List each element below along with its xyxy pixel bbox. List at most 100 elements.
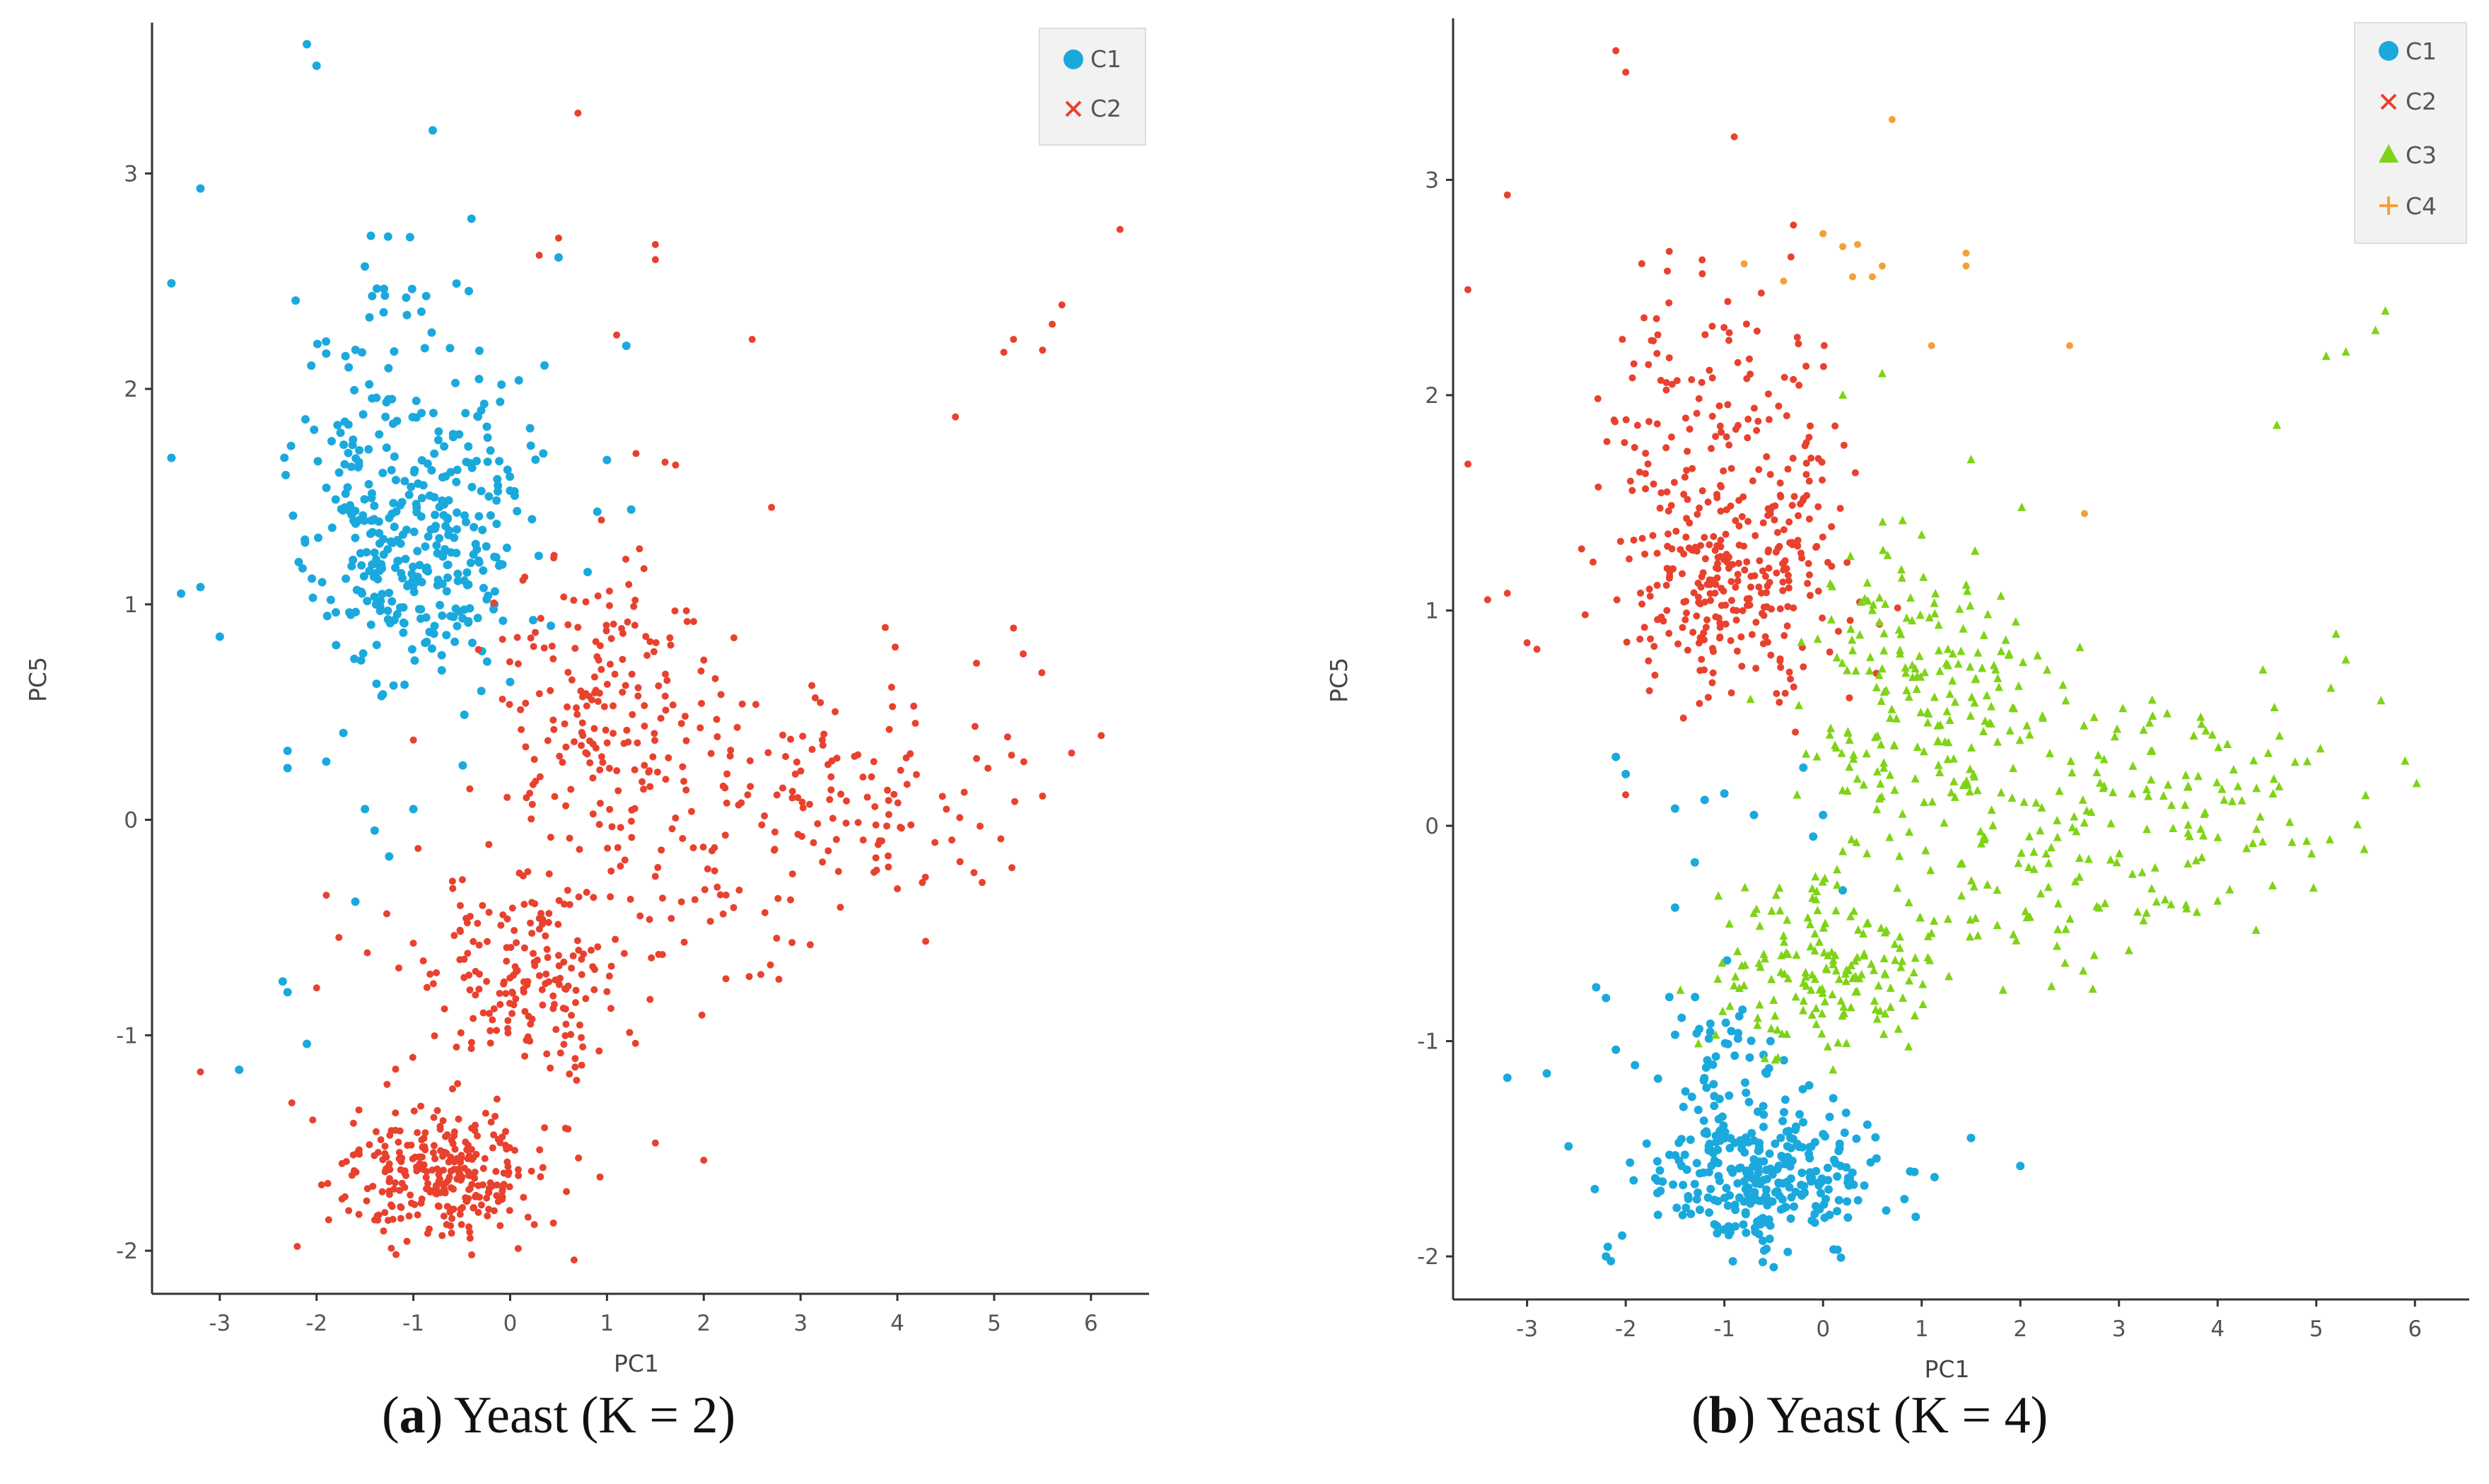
point-c1 (372, 284, 381, 293)
y-tick-label: -1 (116, 1023, 138, 1048)
point-c2 (1613, 596, 1621, 604)
point-c2 (819, 742, 827, 749)
point-c1 (1503, 1073, 1512, 1082)
point-c2 (1667, 433, 1675, 441)
point-c2 (544, 737, 552, 744)
point-c3 (1802, 749, 1811, 758)
point-c2 (661, 692, 669, 700)
point-c1 (298, 563, 307, 573)
point-c2 (1708, 412, 1716, 420)
point-c2 (598, 516, 605, 524)
point-c1 (339, 440, 349, 449)
point-c3 (2272, 420, 2281, 429)
point-c2 (1894, 604, 1901, 612)
point-c2 (1750, 404, 1758, 412)
point-c2 (564, 1125, 572, 1133)
point-c1 (1655, 1166, 1665, 1175)
point-c3 (1934, 620, 1943, 629)
point-c3 (1905, 826, 1914, 836)
point-c1 (365, 380, 374, 389)
point-c2 (532, 629, 540, 636)
point-c2 (395, 1149, 403, 1157)
point-c1 (513, 507, 522, 516)
point-c1 (1678, 1210, 1687, 1220)
point-c3 (1851, 666, 1860, 675)
point-c2 (508, 988, 516, 996)
point-c2 (401, 1167, 409, 1175)
point-c2 (503, 1145, 511, 1153)
point-c3 (1965, 932, 1974, 941)
point-c2 (1764, 390, 1772, 398)
point-c3 (1943, 754, 1952, 764)
point-c2 (392, 1109, 400, 1117)
point-c1 (1900, 1195, 1909, 1204)
point-c2 (1695, 593, 1703, 601)
point-c2 (662, 706, 670, 714)
point-c2 (663, 677, 671, 684)
point-c2 (506, 701, 513, 708)
point-c2 (612, 935, 619, 943)
point-c3 (1839, 1002, 1848, 1011)
point-c3 (1966, 764, 1975, 773)
point-c1 (1810, 1218, 1819, 1227)
point-c1 (361, 805, 370, 814)
point-c2 (956, 814, 964, 822)
point-c3 (1893, 883, 1902, 892)
point-c2 (552, 1026, 560, 1034)
point-c2 (624, 618, 631, 626)
y-tick-label: 3 (1425, 168, 1439, 193)
point-c2 (536, 1146, 544, 1154)
point-c2 (1641, 550, 1649, 558)
point-c1 (412, 396, 421, 405)
point-c3 (1863, 918, 1872, 927)
point-c2 (431, 1155, 439, 1162)
point-c3 (1988, 820, 1998, 829)
point-c3 (1896, 962, 1906, 971)
point-c3 (1837, 748, 1846, 757)
point-c3 (1872, 805, 1882, 814)
point-c2 (766, 961, 774, 969)
point-c1 (1833, 1172, 1842, 1181)
legend-b-c1-label: C1 (2406, 37, 2437, 65)
point-c2 (499, 636, 506, 643)
point-c2 (771, 846, 779, 853)
point-c1 (1679, 1102, 1688, 1111)
point-c2 (1807, 422, 1814, 430)
point-c3 (1865, 666, 1874, 675)
point-c2 (1759, 640, 1767, 648)
point-c2 (1720, 467, 1727, 475)
caption-b-letter: b (1708, 1386, 1738, 1444)
point-c1 (361, 262, 370, 271)
point-c1 (421, 542, 430, 551)
point-c3 (1841, 976, 1850, 986)
point-c3 (1966, 742, 1976, 752)
point-c3 (1806, 942, 1815, 951)
point-c3 (2213, 832, 2222, 841)
point-c3 (1860, 951, 1869, 960)
point-c2 (590, 986, 598, 993)
point-c2 (1725, 329, 1733, 337)
point-c2 (808, 682, 816, 689)
point-c2 (603, 739, 611, 747)
point-c2 (1628, 374, 1636, 382)
point-c2 (661, 458, 669, 466)
point-c1 (1700, 1128, 1709, 1138)
point-c1 (1863, 1120, 1872, 1129)
point-c2 (1616, 537, 1624, 545)
point-c4 (1780, 277, 1788, 285)
point-c1 (379, 308, 388, 317)
point-c2 (1727, 689, 1735, 696)
point-c2 (1802, 439, 1810, 447)
point-c3 (2307, 848, 2316, 858)
point-c1 (1833, 1245, 1842, 1254)
y-tick-label: -1 (1417, 1029, 1439, 1055)
point-c3 (1718, 1006, 1727, 1015)
point-c2 (573, 1076, 581, 1084)
point-c2 (554, 921, 562, 928)
point-c2 (369, 1182, 377, 1190)
point-c3 (1731, 971, 1740, 981)
point-c2 (566, 1070, 573, 1078)
point-c2 (575, 893, 583, 901)
point-c3 (2341, 655, 2350, 664)
